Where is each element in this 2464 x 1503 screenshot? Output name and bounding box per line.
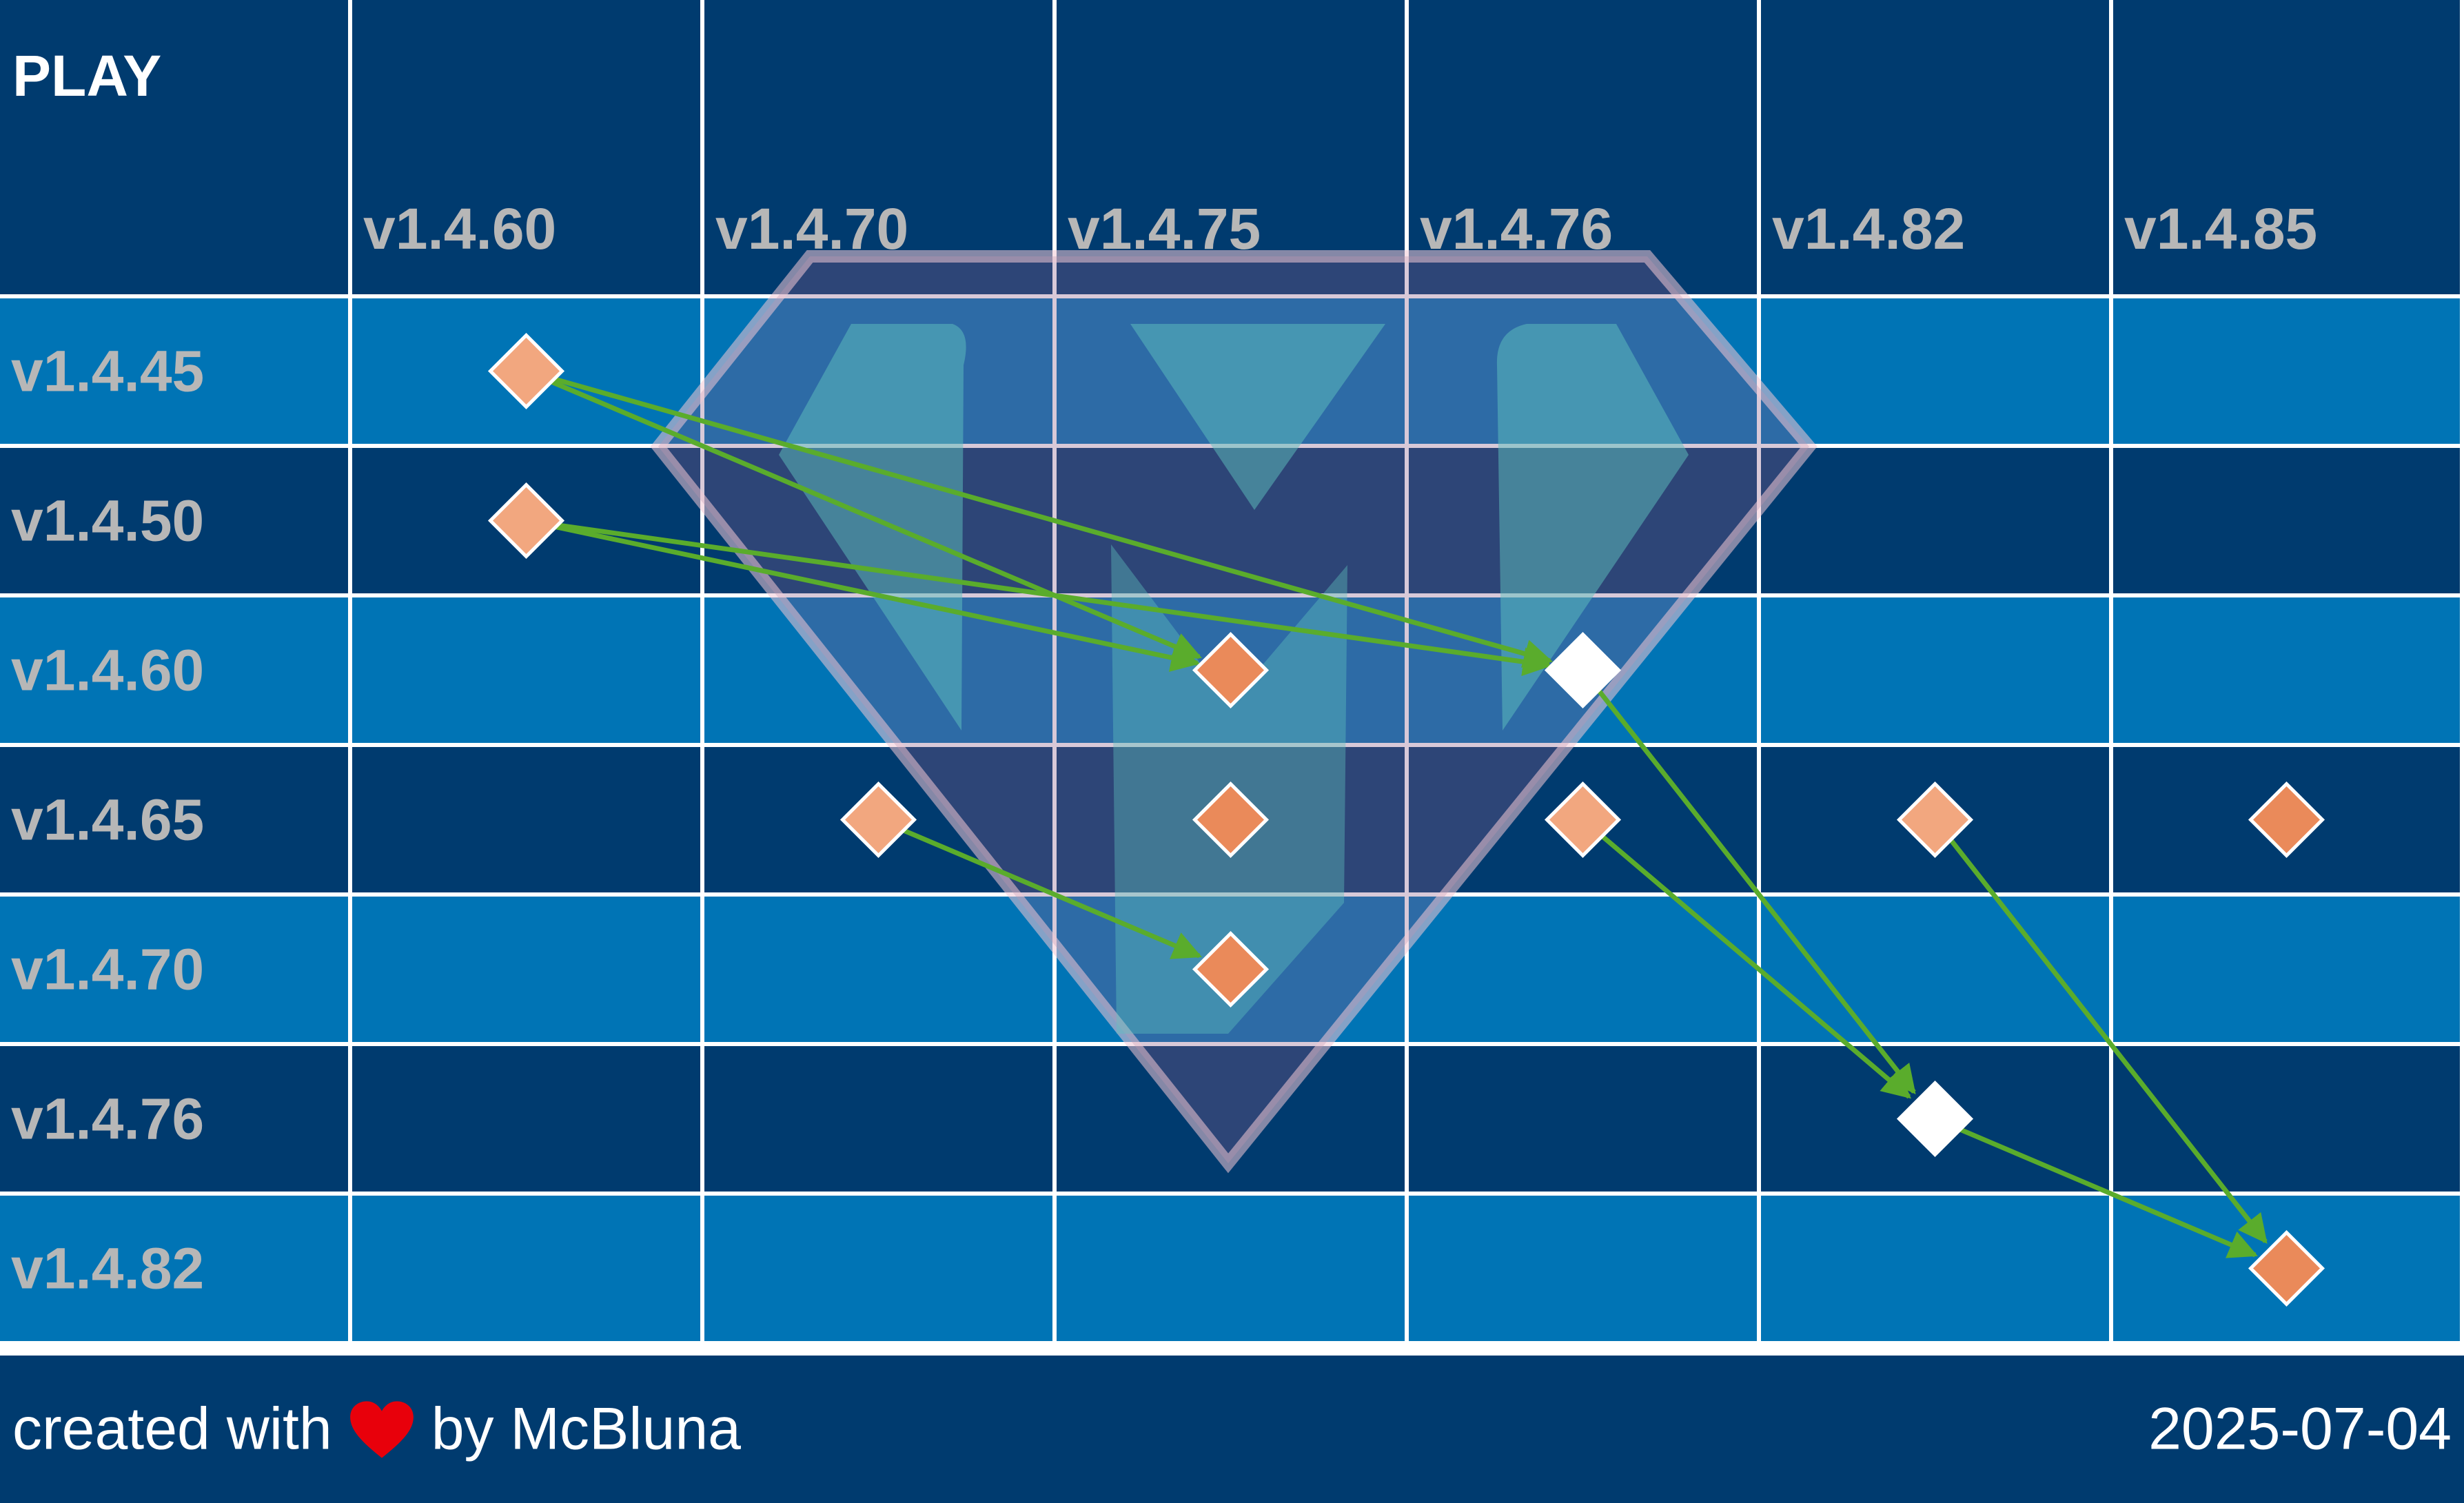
matrix-cell [352, 747, 700, 892]
matrix-cell [1057, 298, 1405, 444]
row-header: v1.4.82 [0, 1196, 348, 1341]
row-header: v1.4.60 [0, 597, 348, 743]
column-header: v1.4.85 [2113, 0, 2460, 294]
row-label: v1.4.70 [11, 937, 205, 1001]
row-label: v1.4.76 [11, 1086, 205, 1151]
column-header: v1.4.60 [352, 0, 700, 294]
matrix-cell [704, 1196, 1052, 1341]
matrix-cell [2113, 747, 2460, 892]
matrix-cell [2113, 597, 2460, 743]
matrix-cell [1761, 1196, 2109, 1341]
matrix-cell [1761, 1046, 2109, 1192]
column-label: v1.4.70 [715, 196, 909, 261]
matrix-cell [1409, 298, 1757, 444]
column-header: v1.4.75 [1057, 0, 1405, 294]
footer: created with by McBluna 2025-07-04 [0, 1356, 2464, 1503]
matrix-cell [704, 1046, 1052, 1192]
row-label: v1.4.45 [11, 338, 205, 403]
matrix-cell [2113, 1046, 2460, 1192]
matrix-cell [1057, 597, 1405, 743]
matrix-cell [1057, 1046, 1405, 1192]
row-label: v1.4.65 [11, 787, 205, 852]
matrix-cell [352, 597, 700, 743]
matrix-cell [1409, 1196, 1757, 1341]
matrix-cell [352, 1046, 700, 1192]
matrix-cell [1409, 1046, 1757, 1192]
matrix-cell [1409, 448, 1757, 593]
row-label: v1.4.82 [11, 1236, 205, 1300]
credit-prefix: created with [12, 1395, 332, 1462]
matrix-cell [1057, 897, 1405, 1042]
matrix-cell [1057, 448, 1405, 593]
heart-icon [349, 1400, 414, 1458]
matrix-cell [2113, 448, 2460, 593]
matrix-cell [1057, 1196, 1405, 1341]
matrix-cell [704, 897, 1052, 1042]
matrix-cell [1409, 897, 1757, 1042]
matrix-cell [1057, 747, 1405, 892]
matrix-cell [704, 298, 1052, 444]
matrix-cell [2113, 298, 2460, 444]
matrix-cell [1761, 597, 2109, 743]
matrix-cell [1409, 597, 1757, 743]
date-label: 2025-07-04 [2148, 1395, 2452, 1462]
matrix-cell [352, 298, 700, 444]
matrix-cell [2113, 897, 2460, 1042]
column-label: v1.4.75 [1068, 196, 1261, 261]
column-label: v1.4.76 [1420, 196, 1613, 261]
matrix-cell [704, 597, 1052, 743]
column-header: v1.4.82 [1761, 0, 2109, 294]
column-label: v1.4.60 [363, 196, 557, 261]
column-label: v1.4.85 [2124, 196, 2318, 261]
corner-cell: PLAY [0, 0, 348, 294]
matrix-cell [1409, 747, 1757, 892]
matrix-cell [352, 1196, 700, 1341]
matrix-cell [1761, 897, 2109, 1042]
credit-line: created with by McBluna [12, 1395, 741, 1464]
row-header: v1.4.65 [0, 747, 348, 892]
matrix-cell [1761, 747, 2109, 892]
row-header: v1.4.50 [0, 448, 348, 593]
matrix-cell [704, 747, 1052, 892]
matrix-cell [352, 448, 700, 593]
row-header: v1.4.45 [0, 298, 348, 444]
matrix-cell [352, 897, 700, 1042]
row-header: v1.4.70 [0, 897, 348, 1042]
matrix-cell [2113, 1196, 2460, 1341]
credit-suffix: by McBluna [431, 1395, 742, 1462]
column-header: v1.4.70 [704, 0, 1052, 294]
matrix-cell [1761, 448, 2109, 593]
column-header: v1.4.76 [1409, 0, 1757, 294]
matrix-cell [1761, 298, 2109, 444]
row-label: v1.4.50 [11, 488, 205, 553]
matrix-cell [704, 448, 1052, 593]
row-header: v1.4.76 [0, 1046, 348, 1192]
column-label: v1.4.82 [1772, 196, 1966, 261]
row-label: v1.4.60 [11, 637, 205, 702]
corner-title: PLAY [12, 43, 162, 108]
